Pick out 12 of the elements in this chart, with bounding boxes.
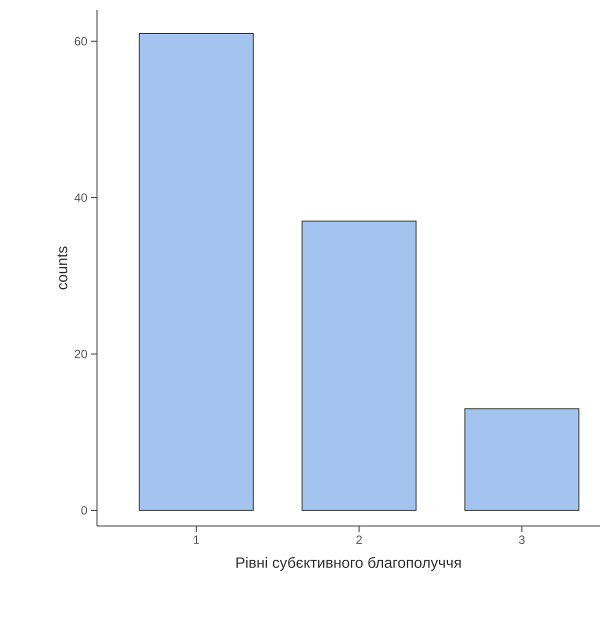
y-tick-label: 40	[74, 193, 88, 202]
y-tick-label: 0	[81, 506, 88, 515]
y-tick-label: 20	[74, 350, 88, 358]
bar	[138, 32, 254, 511]
y-axis-title: counts	[58, 246, 68, 290]
bar	[464, 408, 580, 511]
x-tick-label: 1	[194, 536, 200, 544]
x-axis-title: Рівні субєктивного благополуччя	[236, 556, 461, 571]
bar	[302, 220, 417, 511]
x-tick-label: 2	[356, 536, 362, 544]
y-tick-label: 60	[74, 37, 88, 46]
x-tick-label: 3	[518, 536, 525, 544]
